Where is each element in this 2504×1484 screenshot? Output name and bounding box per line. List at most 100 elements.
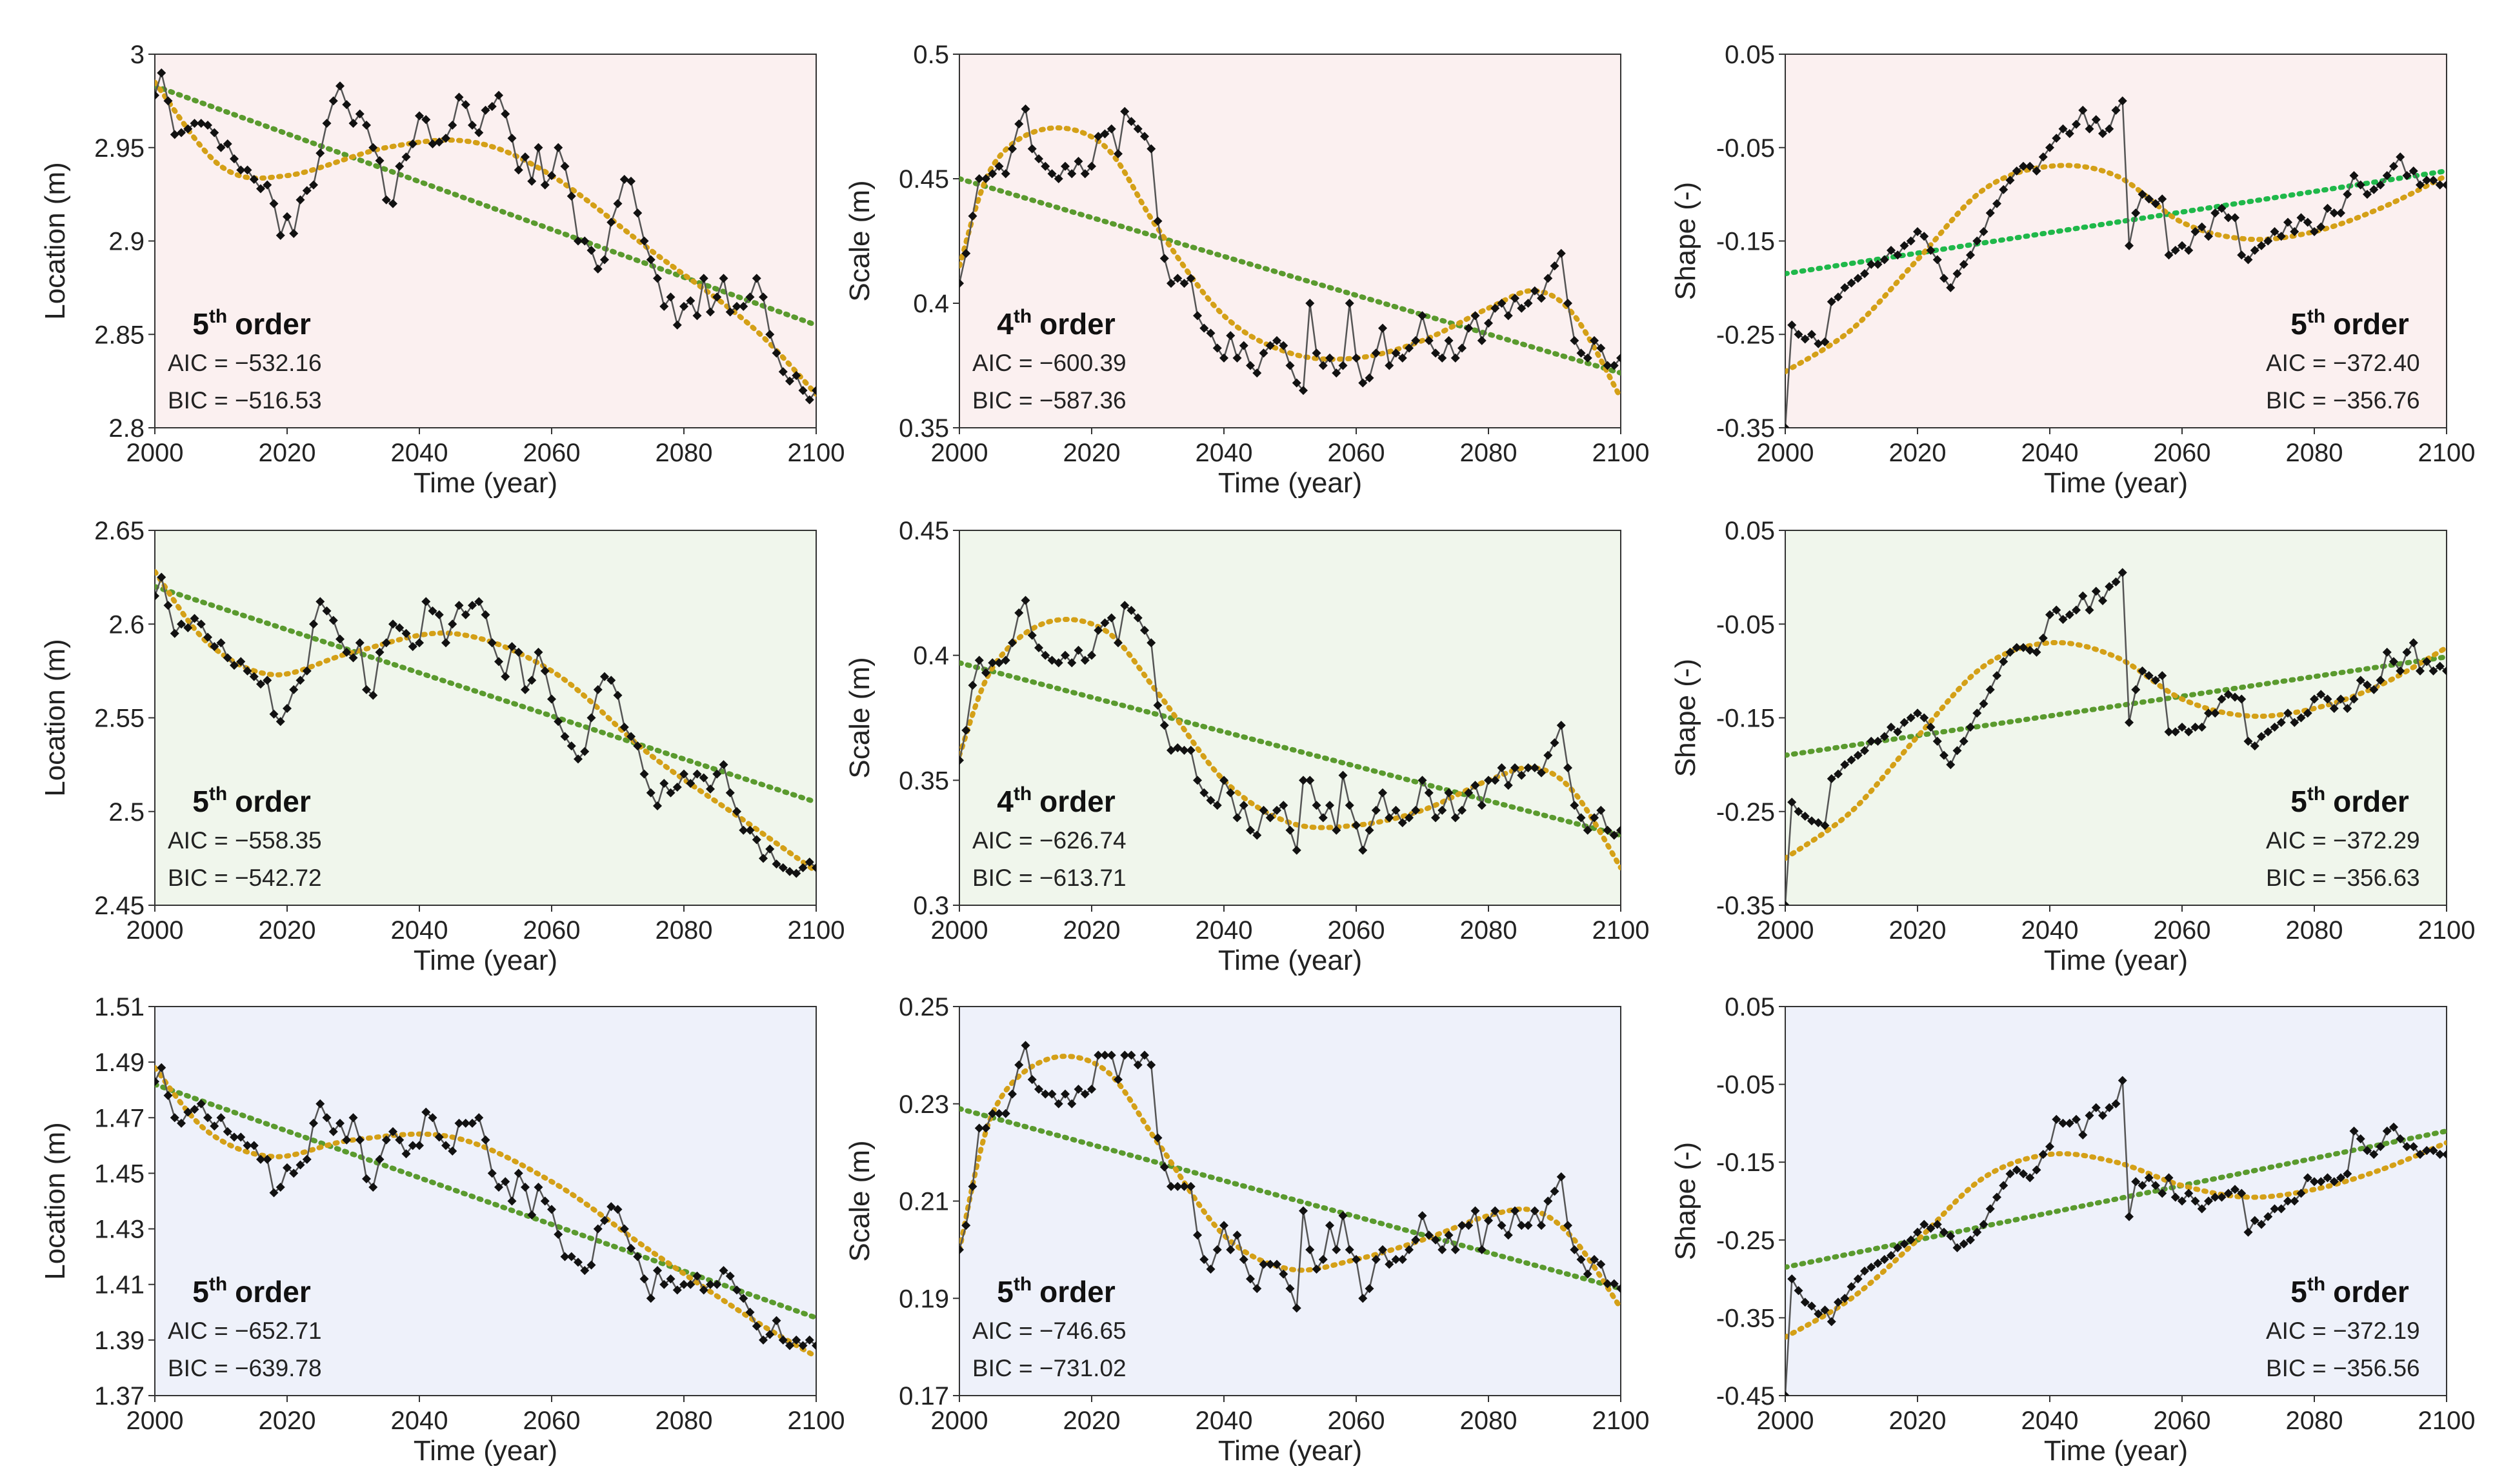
data-point — [243, 666, 252, 676]
y-tick-label: -0.15 — [1716, 1148, 1775, 1177]
data-point — [2396, 152, 2405, 162]
data-point — [659, 1279, 669, 1289]
order-number: 5 — [2290, 1275, 2307, 1309]
data-point — [1001, 656, 1010, 665]
data-point — [2435, 661, 2445, 671]
data-point — [1159, 254, 1169, 263]
data-point — [501, 109, 510, 119]
data-point — [1543, 1196, 1553, 1206]
data-point — [1338, 1211, 1348, 1221]
x-tick-label: 2040 — [2021, 916, 2079, 945]
data-point — [974, 1123, 984, 1133]
y-tick-label: 0.25 — [899, 993, 949, 1021]
data-point — [1431, 348, 1440, 358]
data-point — [1219, 1221, 1228, 1230]
data-point — [210, 642, 219, 652]
data-point — [1477, 1245, 1487, 1254]
data-point — [196, 619, 206, 629]
data-point — [1127, 117, 1136, 126]
data-point — [1999, 185, 2008, 194]
data-point — [1570, 336, 1579, 345]
y-tick-label: 1.49 — [94, 1048, 145, 1077]
y-tick-label: 0.5 — [913, 41, 949, 69]
y-tick-label: -0.15 — [1716, 705, 1775, 733]
data-point — [1510, 763, 1519, 772]
data-point — [336, 634, 345, 644]
data-point — [586, 1260, 596, 1270]
data-point — [2005, 175, 2015, 185]
data-point — [1405, 1245, 1414, 1254]
data-point — [1067, 658, 1077, 668]
x-tick-label: 2060 — [523, 439, 581, 467]
data-point — [1133, 1060, 1143, 1070]
data-point — [269, 199, 279, 208]
data-point — [1259, 1259, 1268, 1269]
data-point — [355, 638, 365, 648]
data-point — [2078, 1130, 2088, 1139]
data-point — [752, 274, 761, 283]
data-point — [441, 134, 450, 143]
x-tick-label: 2080 — [2286, 1407, 2343, 1435]
data-point — [487, 638, 497, 648]
data-point — [2276, 232, 2286, 241]
data-point — [646, 1294, 656, 1303]
data-point — [959, 1245, 964, 1254]
data-point — [289, 685, 299, 694]
data-point — [1226, 788, 1236, 797]
aic-value: AIC = −372.19 — [2266, 1318, 2420, 1344]
data-point — [514, 1168, 523, 1178]
data-point — [302, 666, 312, 676]
data-point — [2290, 717, 2299, 727]
data-point — [2243, 1227, 2253, 1237]
data-point — [639, 236, 649, 246]
x-axis-title: Time (year) — [414, 467, 557, 499]
data-point — [1338, 770, 1348, 780]
data-point — [2270, 1204, 2279, 1214]
data-point — [805, 395, 814, 405]
data-point — [1873, 1258, 1883, 1268]
data-point — [1397, 1254, 1407, 1264]
polynomial-trend-line — [155, 79, 816, 397]
data-point — [1193, 311, 1202, 321]
data-point — [2382, 647, 2392, 657]
data-point — [2045, 1142, 2054, 1152]
y-tick-label: 0.45 — [899, 517, 949, 545]
data-point — [2005, 1169, 2015, 1179]
data-point — [210, 128, 219, 137]
data-point — [692, 1271, 702, 1281]
data-point — [1094, 132, 1103, 141]
data-point — [1087, 161, 1096, 171]
data-point — [316, 1099, 325, 1108]
data-point — [1279, 801, 1288, 810]
data-point — [2396, 1134, 2405, 1144]
data-point — [1814, 339, 1823, 348]
data-point — [1616, 825, 1621, 835]
x-tick-label: 2000 — [931, 1407, 988, 1435]
data-point — [778, 1335, 788, 1345]
data-point — [1437, 1245, 1447, 1254]
x-tick-label: 2080 — [1460, 1407, 1517, 1435]
data-point — [1385, 361, 1394, 370]
y-tick-label: 0.21 — [899, 1188, 949, 1216]
data-point — [2131, 1177, 2141, 1187]
data-point — [401, 1149, 411, 1159]
data-point — [2151, 1181, 2160, 1190]
data-point — [2091, 1103, 2101, 1112]
data-point — [157, 1063, 166, 1072]
x-axis-title: Time (year) — [1218, 467, 1362, 499]
order-label: 4th order — [997, 306, 1116, 341]
x-tick-label: 2020 — [1063, 1407, 1121, 1435]
data-point — [1530, 286, 1539, 296]
order-superscript: th — [2307, 1274, 2325, 1295]
data-point — [2091, 587, 2101, 596]
data-point — [2316, 1177, 2326, 1187]
data-point — [2025, 1173, 2035, 1183]
data-point — [2118, 568, 2127, 577]
bic-value: BIC = −639.78 — [168, 1355, 322, 1381]
data-point — [2138, 1181, 2147, 1190]
y-axis-title: Location (m) — [39, 162, 71, 320]
data-point — [2336, 694, 2345, 704]
x-tick-label: 2100 — [1592, 916, 1650, 945]
bic-value: BIC = −356.56 — [2266, 1355, 2420, 1381]
linear-trend-line — [1785, 654, 2447, 758]
